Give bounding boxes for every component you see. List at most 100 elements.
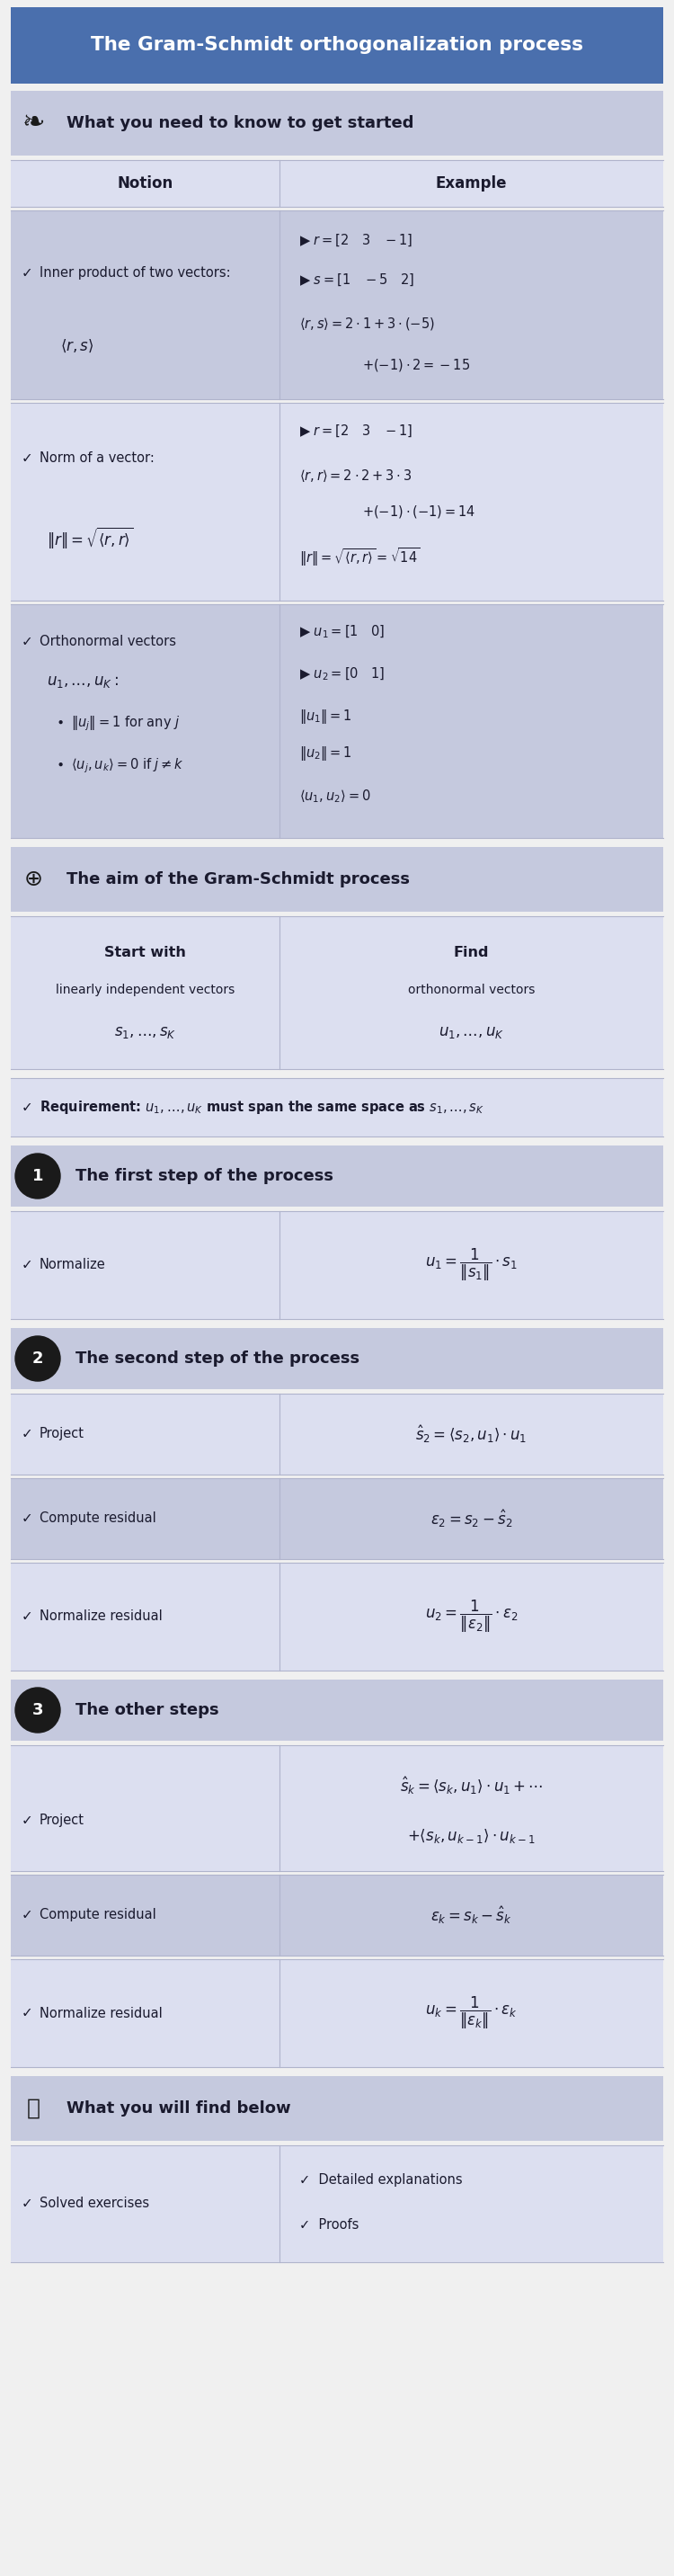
Text: Normalize residual: Normalize residual: [40, 1610, 162, 1623]
Text: ▶ $r = [2\quad 3\quad -1]$: ▶ $r = [2\quad 3\quad -1]$: [299, 422, 413, 438]
Text: ✓: ✓: [22, 1909, 33, 1922]
Text: 🏫: 🏫: [26, 2097, 40, 2120]
Text: $\bullet\;\;\langle u_j,u_k\rangle = 0\text{ if }j\neq k$: $\bullet\;\;\langle u_j,u_k\rangle = 0\t…: [56, 757, 184, 775]
Circle shape: [16, 1337, 60, 1381]
Text: Project: Project: [40, 1427, 84, 1440]
Text: $+\langle s_k,u_{k-1}\rangle\cdot u_{k-1}$: $+\langle s_k,u_{k-1}\rangle\cdot u_{k-1…: [408, 1826, 535, 1844]
Text: Solved exercises: Solved exercises: [40, 2197, 150, 2210]
FancyBboxPatch shape: [280, 211, 663, 399]
Text: The other steps: The other steps: [75, 1703, 219, 1718]
Text: 3: 3: [32, 1703, 43, 1718]
Text: The second step of the process: The second step of the process: [75, 1350, 360, 1368]
Text: 2: 2: [32, 1350, 43, 1368]
Text: orthonormal vectors: orthonormal vectors: [408, 984, 535, 997]
Text: ✓: ✓: [22, 1610, 33, 1623]
Text: Requirement: $u_1,\ldots,u_K$ must span the same space as $s_1,\ldots,s_K$: Requirement: $u_1,\ldots,u_K$ must span …: [40, 1100, 485, 1115]
FancyBboxPatch shape: [280, 605, 663, 837]
Text: ▶ $u_2 = [0\quad 1]$: ▶ $u_2 = [0\quad 1]$: [299, 667, 385, 683]
Text: $\|u_1\| = 1$: $\|u_1\| = 1$: [299, 708, 353, 726]
Text: ✓: ✓: [22, 1100, 33, 1113]
Text: $u_1,\ldots,u_K:$: $u_1,\ldots,u_K:$: [47, 672, 119, 690]
Text: Normalize: Normalize: [40, 1257, 106, 1273]
Text: $+(-1)\cdot(-1) = 14$: $+(-1)\cdot(-1) = 14$: [363, 502, 476, 520]
FancyBboxPatch shape: [280, 1744, 663, 1870]
Text: The first step of the process: The first step of the process: [75, 1167, 334, 1185]
Text: $u_1 = \dfrac{1}{\|s_1\|}\cdot s_1$: $u_1 = \dfrac{1}{\|s_1\|}\cdot s_1$: [425, 1247, 518, 1283]
FancyBboxPatch shape: [11, 1564, 280, 1672]
FancyBboxPatch shape: [11, 1329, 663, 1388]
Text: ▶ $r = [2\quad 3\quad -1]$: ▶ $r = [2\quad 3\quad -1]$: [299, 232, 413, 247]
FancyBboxPatch shape: [11, 211, 280, 399]
FancyBboxPatch shape: [280, 402, 663, 600]
Text: $\langle r,r\rangle = 2\cdot 2+3\cdot 3$: $\langle r,r\rangle = 2\cdot 2+3\cdot 3$: [299, 469, 412, 484]
Text: What you will find below: What you will find below: [67, 2099, 291, 2117]
FancyBboxPatch shape: [280, 1211, 663, 1319]
Text: Notion: Notion: [117, 175, 173, 191]
FancyBboxPatch shape: [11, 1744, 280, 1870]
Text: Find: Find: [454, 945, 489, 961]
Text: $+(-1)\cdot 2 = -15$: $+(-1)\cdot 2 = -15$: [363, 358, 470, 374]
Text: $u_2 = \dfrac{1}{\|\varepsilon_2\|}\cdot\varepsilon_2$: $u_2 = \dfrac{1}{\|\varepsilon_2\|}\cdot…: [425, 1600, 518, 1636]
Text: Orthonormal vectors: Orthonormal vectors: [40, 634, 176, 649]
FancyBboxPatch shape: [280, 1479, 663, 1558]
FancyBboxPatch shape: [11, 1394, 280, 1473]
Text: ✓: ✓: [22, 1257, 33, 1273]
Text: Normalize residual: Normalize residual: [40, 2007, 162, 2020]
Text: $\hat{s}_2 = \langle s_2,u_1\rangle\cdot u_1$: $\hat{s}_2 = \langle s_2,u_1\rangle\cdot…: [416, 1425, 527, 1445]
Text: linearly independent vectors: linearly independent vectors: [56, 984, 235, 997]
Text: Compute residual: Compute residual: [40, 1512, 156, 1525]
FancyBboxPatch shape: [11, 2076, 663, 2141]
Text: ✓: ✓: [22, 634, 33, 649]
Text: Compute residual: Compute residual: [40, 1909, 156, 1922]
Text: ✓: ✓: [22, 2197, 33, 2210]
Text: $u_1,\ldots,u_K$: $u_1,\ldots,u_K$: [439, 1025, 504, 1041]
Text: ✓: ✓: [22, 1427, 33, 1440]
FancyBboxPatch shape: [280, 1875, 663, 1955]
FancyBboxPatch shape: [11, 2262, 663, 2576]
Text: Start with: Start with: [104, 945, 186, 961]
Text: ▶ $s = [1\quad -5\quad 2]$: ▶ $s = [1\quad -5\quad 2]$: [299, 273, 415, 289]
FancyBboxPatch shape: [11, 160, 280, 206]
FancyBboxPatch shape: [11, 1479, 280, 1558]
Text: ✓: ✓: [22, 1512, 33, 1525]
FancyBboxPatch shape: [11, 1211, 280, 1319]
FancyBboxPatch shape: [11, 8, 663, 82]
FancyBboxPatch shape: [280, 1960, 663, 2066]
FancyBboxPatch shape: [11, 2146, 280, 2262]
Text: ✓  Detailed explanations: ✓ Detailed explanations: [299, 2174, 462, 2187]
Text: $\|r\| = \sqrt{\langle r,r\rangle}$: $\|r\| = \sqrt{\langle r,r\rangle}$: [47, 526, 133, 549]
FancyBboxPatch shape: [11, 402, 280, 600]
Circle shape: [16, 1154, 60, 1198]
Text: $\varepsilon_k = s_k - \hat{s}_k$: $\varepsilon_k = s_k - \hat{s}_k$: [431, 1904, 512, 1927]
Text: ❧: ❧: [22, 111, 44, 137]
Text: ✓: ✓: [22, 451, 33, 464]
FancyBboxPatch shape: [11, 917, 280, 1069]
Text: $\bullet\;\;\|u_j\| = 1\text{ for any }j$: $\bullet\;\;\|u_j\| = 1\text{ for any }j…: [56, 714, 180, 732]
FancyBboxPatch shape: [280, 2146, 663, 2262]
Text: $s_1,\ldots,s_K$: $s_1,\ldots,s_K$: [114, 1025, 177, 1041]
Text: ✓: ✓: [22, 265, 33, 278]
FancyBboxPatch shape: [11, 1146, 663, 1206]
Text: The Gram-Schmidt orthogonalization process: The Gram-Schmidt orthogonalization proce…: [91, 36, 583, 54]
Text: The aim of the Gram-Schmidt process: The aim of the Gram-Schmidt process: [67, 871, 410, 889]
Text: Project: Project: [40, 1814, 84, 1826]
Text: What you need to know to get started: What you need to know to get started: [67, 116, 414, 131]
Text: $\langle r,s\rangle = 2\cdot 1+3\cdot(-5)$: $\langle r,s\rangle = 2\cdot 1+3\cdot(-5…: [299, 317, 435, 332]
FancyBboxPatch shape: [11, 1960, 280, 2066]
Text: ✓: ✓: [22, 2007, 33, 2020]
FancyBboxPatch shape: [11, 1680, 663, 1741]
Text: $\|r\| = \sqrt{\langle r,r\rangle} = \sqrt{14}$: $\|r\| = \sqrt{\langle r,r\rangle} = \sq…: [299, 546, 420, 569]
FancyBboxPatch shape: [11, 90, 663, 155]
Text: $\|u_2\| = 1$: $\|u_2\| = 1$: [299, 744, 353, 762]
Text: 1: 1: [32, 1167, 43, 1185]
Text: ✓  Proofs: ✓ Proofs: [299, 2218, 359, 2231]
Text: Inner product of two vectors:: Inner product of two vectors:: [40, 265, 231, 278]
FancyBboxPatch shape: [280, 1564, 663, 1672]
Text: $u_k = \dfrac{1}{\|\varepsilon_k\|}\cdot\varepsilon_k$: $u_k = \dfrac{1}{\|\varepsilon_k\|}\cdot…: [425, 1994, 518, 2032]
Text: $\langle u_1,u_2\rangle = 0$: $\langle u_1,u_2\rangle = 0$: [299, 788, 371, 804]
Text: Example: Example: [435, 175, 507, 191]
Text: ▶ $u_1 = [1\quad 0]$: ▶ $u_1 = [1\quad 0]$: [299, 623, 385, 641]
Text: $\varepsilon_2 = s_2 - \hat{s}_2$: $\varepsilon_2 = s_2 - \hat{s}_2$: [431, 1507, 512, 1530]
Text: $\langle r,s\rangle$: $\langle r,s\rangle$: [60, 337, 94, 355]
Text: ⊕: ⊕: [24, 868, 42, 891]
